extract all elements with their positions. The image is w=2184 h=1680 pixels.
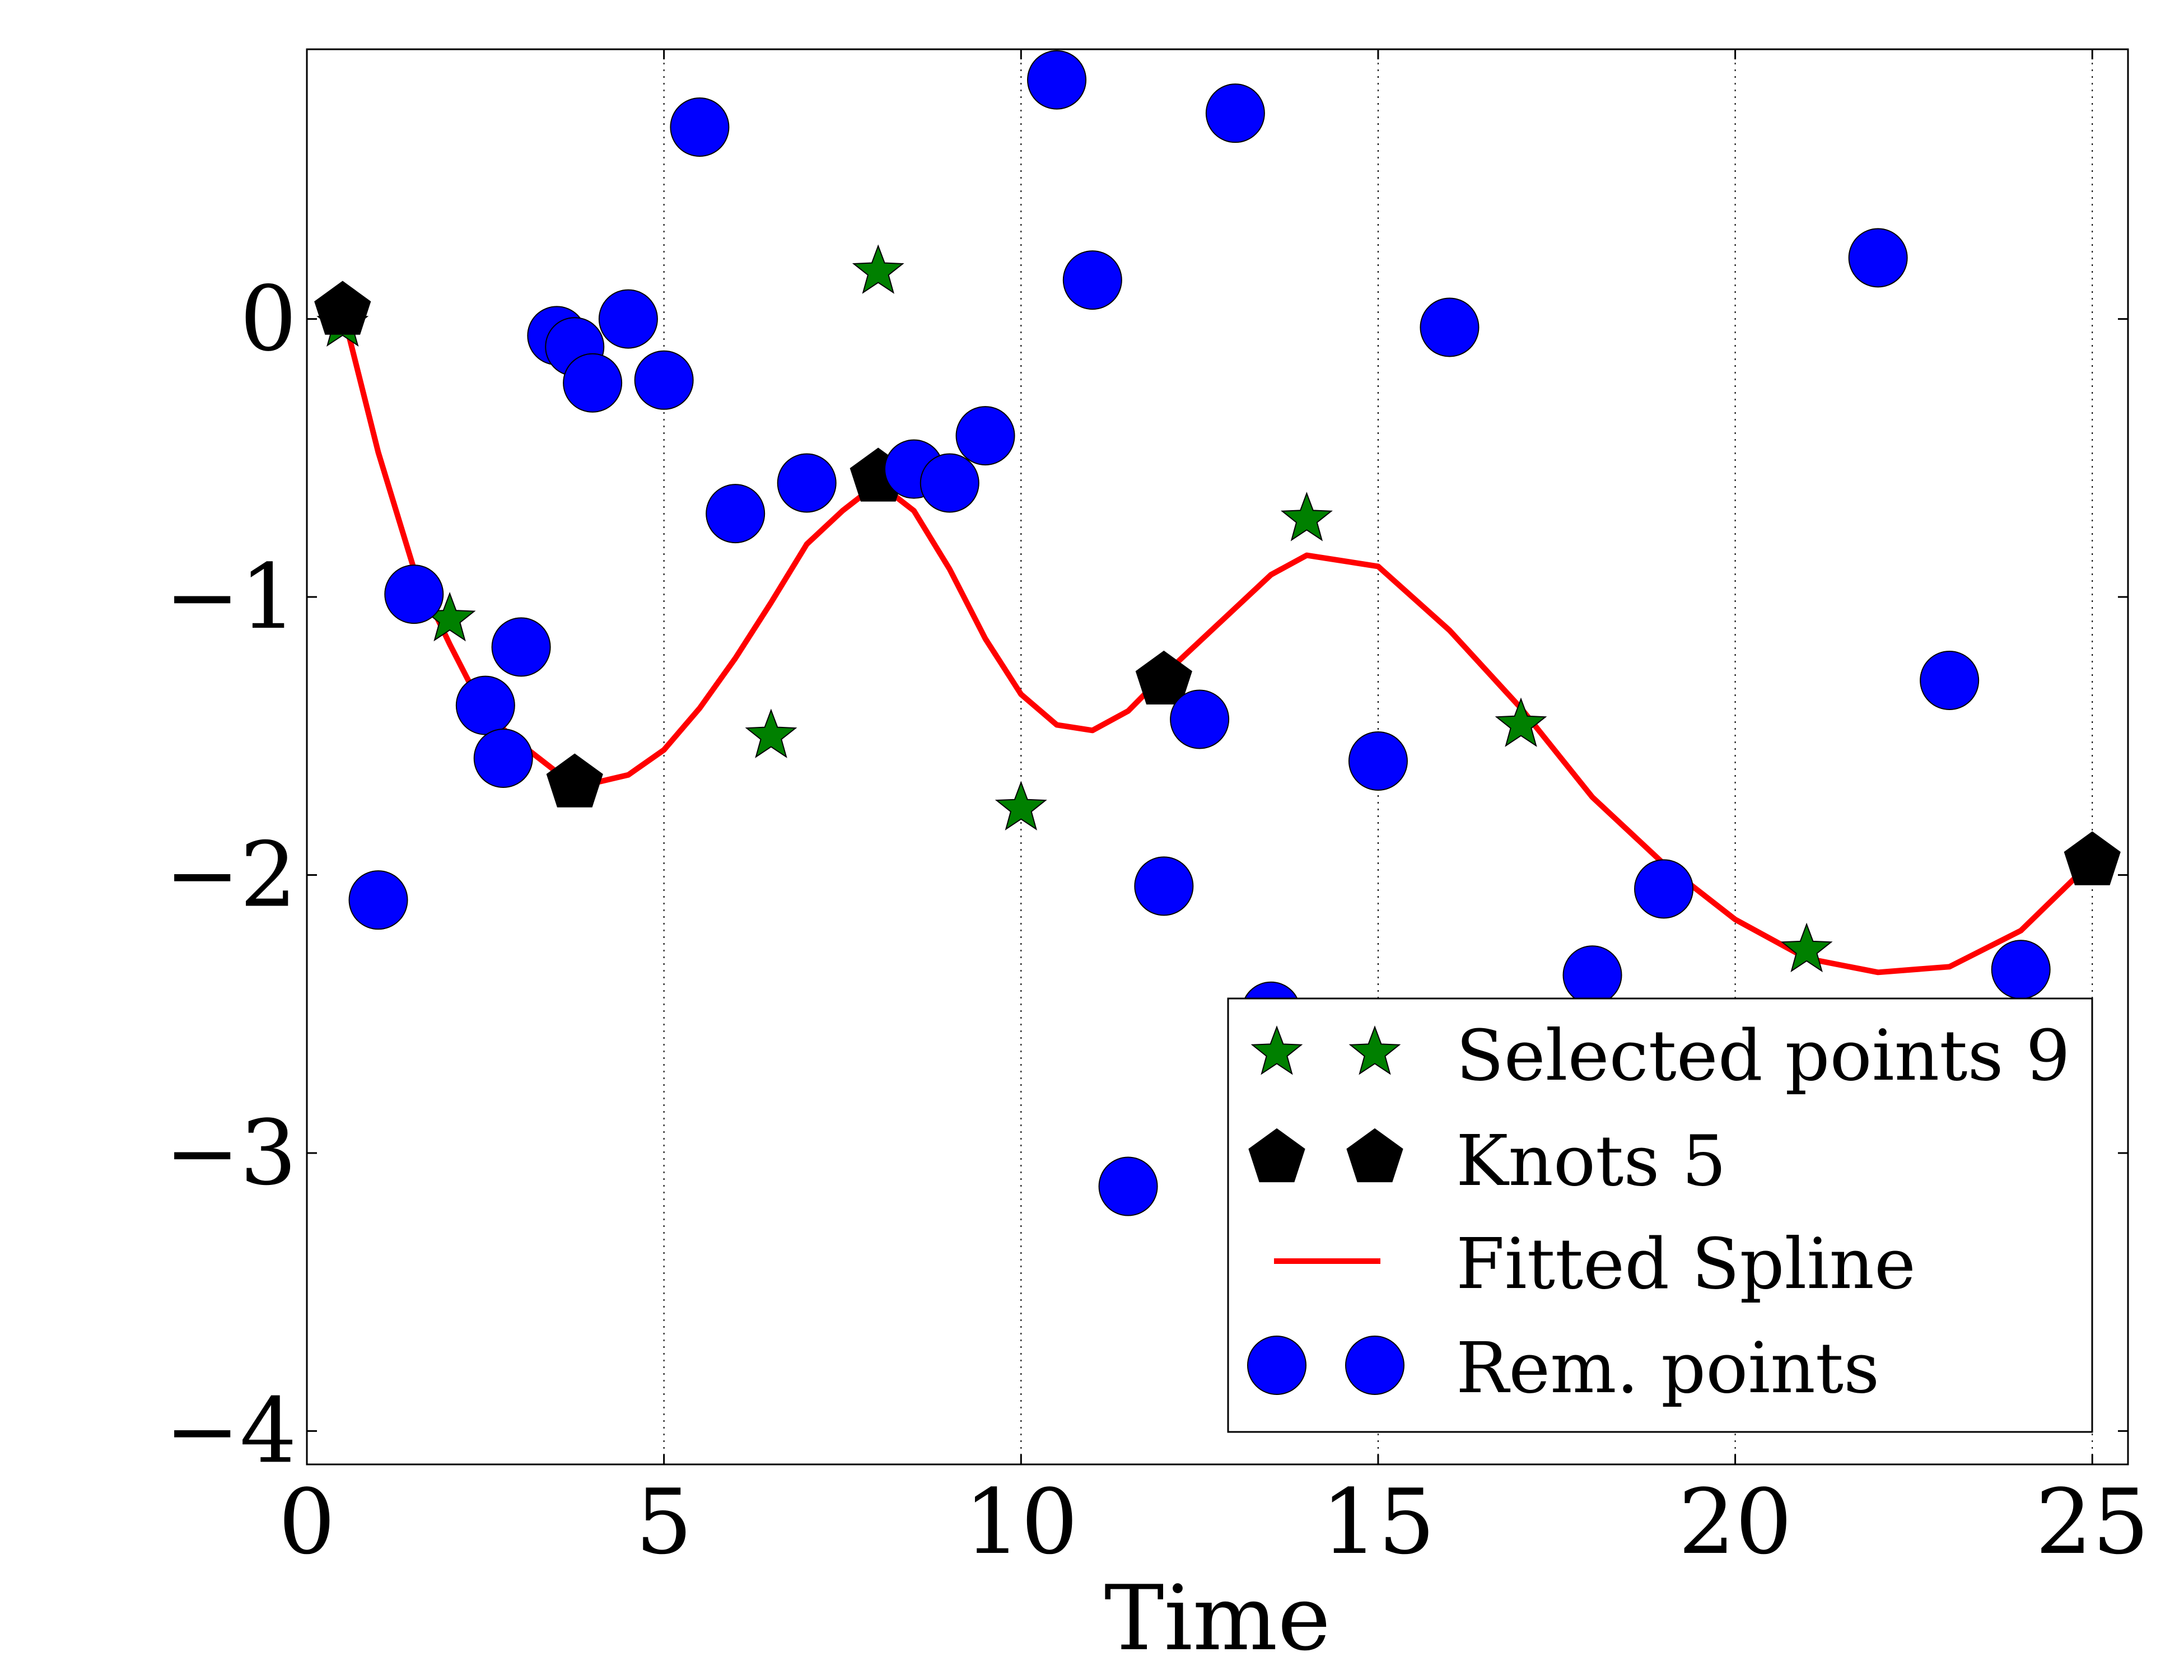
remaining-point-marker <box>777 453 837 513</box>
knot-marker <box>2064 831 2121 885</box>
legend-entry-rem-points-swatch <box>1345 1336 1404 1395</box>
legend-entry-knots-label: Knots 5 <box>1456 1121 1726 1202</box>
selected-point-marker <box>852 244 904 294</box>
remaining-point-marker <box>348 870 408 930</box>
remaining-point-marker <box>1420 297 1480 357</box>
remaining-point-marker <box>473 728 533 788</box>
y-tick-label: −1 <box>165 544 297 649</box>
legend: Selected points 9 Knots 5 Fitted Spline Rem… <box>1227 997 2093 1433</box>
legend-entry-selected-points-swatch <box>1250 1025 1303 1075</box>
knot-marker <box>546 753 603 808</box>
y-tick-label: −4 <box>165 1378 297 1483</box>
series-layer <box>314 50 2121 1216</box>
selected-point-marker <box>1780 922 1833 973</box>
legend-entry-selected-points-label: Selected points 9 <box>1456 1015 2070 1096</box>
x-tick-label: 0 <box>278 1469 335 1574</box>
remaining-point-marker <box>1205 83 1265 143</box>
knot-marker <box>314 281 371 335</box>
remaining-point-marker <box>670 97 730 157</box>
remaining-point-marker <box>920 453 979 513</box>
remaining-point-marker <box>1634 859 1694 919</box>
legend-entry-knots-swatch <box>1248 1128 1305 1183</box>
x-tick-label: 20 <box>1678 1469 1793 1574</box>
remaining-point-marker <box>1170 689 1230 749</box>
legend-entry-knots-swatch <box>1346 1128 1403 1183</box>
remaining-point-marker <box>455 675 515 735</box>
y-tick-label: −3 <box>165 1100 297 1205</box>
x-tick-label: 15 <box>1321 1469 1435 1574</box>
remaining-point-marker <box>1562 945 1622 1005</box>
x-tick-label: 25 <box>2035 1469 2149 1574</box>
remaining-point-marker <box>634 350 694 410</box>
knot-marker <box>1135 650 1192 704</box>
remaining-point-marker <box>1098 1156 1158 1216</box>
x-axis-label: Time <box>1104 1566 1331 1670</box>
remaining-point-marker <box>955 406 1015 466</box>
legend-entry-rem-points-swatch <box>1247 1336 1306 1395</box>
selected-point-marker <box>1280 492 1333 542</box>
legend-entry-fitted-spline-label: Fitted Spline <box>1456 1224 1916 1305</box>
selected-point-marker <box>745 708 797 758</box>
remaining-point-marker <box>563 353 623 413</box>
axis-ticks: 0 5 10 15 20 25 0 −1 −2 −3 −4 <box>165 49 2149 1574</box>
remaining-point-marker <box>1848 228 1908 288</box>
x-tick-label: 5 <box>636 1469 693 1574</box>
y-tick-label: 0 <box>240 267 297 371</box>
remaining-point-marker <box>1134 856 1194 916</box>
remaining-point-marker <box>598 289 658 349</box>
x-tick-label: 10 <box>964 1469 1078 1574</box>
legend-entry-rem-points-label: Rem. points <box>1456 1328 1879 1409</box>
remaining-point-marker <box>1991 940 2051 1000</box>
remaining-point-marker <box>491 617 551 677</box>
remaining-point-marker <box>706 484 766 544</box>
selected-point-marker <box>1495 697 1547 747</box>
remaining-point-marker <box>1062 250 1122 310</box>
remaining-point-marker <box>1027 50 1087 110</box>
y-tick-label: −2 <box>165 822 297 927</box>
remaining-point-marker <box>1348 731 1408 791</box>
selected-point-marker <box>995 781 1047 830</box>
remaining-point-marker <box>1920 650 1980 710</box>
remaining-point-marker <box>384 564 444 624</box>
legend-entry-selected-points-swatch <box>1348 1025 1401 1075</box>
plot-frame <box>306 48 2129 1466</box>
